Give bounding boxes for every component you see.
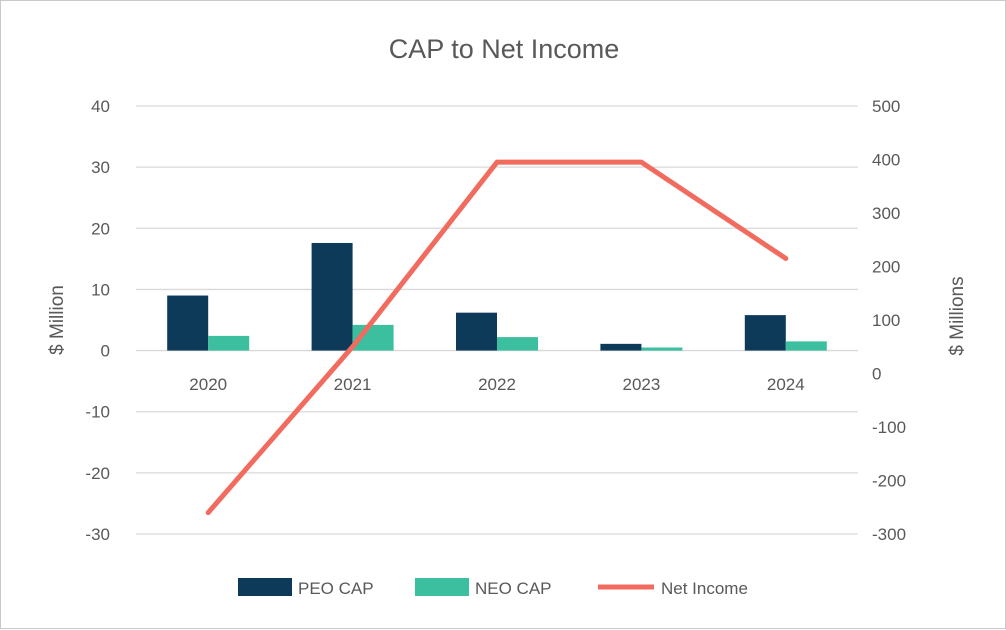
category-label: 2024 [767, 375, 805, 394]
right-tick-label: 100 [872, 311, 900, 330]
category-labels: 2020 2021 2022 2023 2024 [189, 375, 804, 394]
bar-peo-cap-2024 [744, 315, 786, 351]
legend: PEO CAP NEO CAP Net Income [238, 578, 748, 598]
bar-peo-cap-2023 [600, 343, 642, 351]
category-label: 2023 [622, 375, 660, 394]
bar-peo-cap-2020 [167, 295, 209, 351]
bar-neo-cap-2020 [208, 335, 250, 351]
legend-label-neo-cap: NEO CAP [475, 579, 552, 598]
category-label: 2020 [189, 375, 227, 394]
legend-swatch-peo-cap [238, 578, 292, 596]
legend-swatch-neo-cap [415, 578, 469, 596]
bar-peo-cap-2021 [311, 242, 353, 351]
bar-neo-cap-2024 [785, 341, 827, 351]
right-tick-label: 400 [872, 151, 900, 170]
right-tick-label: 500 [872, 97, 900, 116]
chart-title: CAP to Net Income [389, 34, 620, 64]
left-tick-label: 30 [91, 158, 110, 177]
legend-label-peo-cap: PEO CAP [298, 579, 374, 598]
right-axis-title: $ Millions [947, 276, 968, 355]
right-tick-label: -100 [872, 418, 906, 437]
right-tick-label: 0 [872, 365, 881, 384]
bar-peo-cap-2022 [456, 312, 497, 351]
net-income-line [205, 159, 789, 516]
right-tick-label: -300 [872, 525, 906, 544]
legend-label-net-income: Net Income [661, 579, 748, 598]
right-tick-label: 200 [872, 258, 900, 277]
left-tick-label: -20 [85, 464, 110, 483]
left-tick-label: 0 [101, 342, 110, 361]
left-tick-label: 20 [91, 219, 110, 238]
right-tick-label: 300 [872, 204, 900, 223]
category-label: 2022 [478, 375, 516, 394]
net-income-line-layer [205, 159, 789, 516]
bar-neo-cap-2023 [641, 347, 683, 351]
right-tick-label: -200 [872, 472, 906, 491]
left-axis-ticks: 40 30 20 10 0 -10 -20 -30 [85, 97, 110, 544]
right-axis-ticks: 500 400 300 200 100 0 -100 -200 -300 [872, 97, 906, 544]
bars [167, 242, 827, 351]
left-tick-label: -10 [85, 403, 110, 422]
left-tick-label: -30 [85, 525, 110, 544]
bar-neo-cap-2022 [497, 337, 538, 351]
category-label: 2021 [334, 375, 372, 394]
left-axis-title: $ Million [47, 285, 68, 355]
left-tick-label: 10 [91, 280, 110, 299]
left-tick-label: 40 [91, 97, 110, 116]
